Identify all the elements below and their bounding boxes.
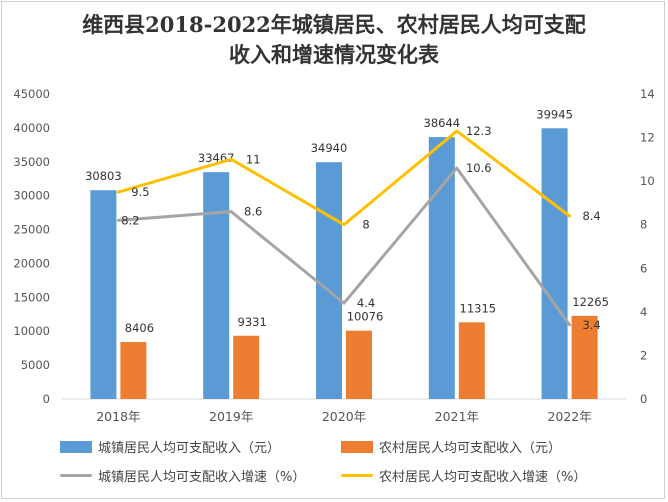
chart-title-text: 维西县2018-2022年城镇居民、农村居民人均可支配收入和增速情况变化表	[82, 12, 586, 67]
legend-swatch-urban-income	[60, 440, 92, 453]
data-label: 3.4	[582, 318, 600, 332]
left-axis-tick: 35000	[13, 155, 50, 169]
data-label: 8.6	[244, 205, 262, 219]
data-label: 11	[246, 152, 261, 166]
bar-urban-income	[541, 128, 568, 400]
data-label: 34940	[311, 141, 348, 155]
bar-rural-income	[571, 315, 598, 399]
left-axis-tick: 0	[43, 392, 50, 406]
chart-title: 维西县2018-2022年城镇居民、农村居民人均可支配收入和增速情况变化表	[0, 10, 668, 70]
bar-rural-income	[120, 342, 147, 399]
left-axis-tick: 20000	[13, 256, 50, 270]
x-axis-tick: 2021年	[435, 409, 479, 424]
legend-swatch-rural-income	[341, 440, 373, 453]
data-label: 38644	[424, 116, 461, 130]
bar-urban-income	[428, 137, 455, 399]
right-axis-tick: 10	[640, 174, 655, 188]
data-label: 8.4	[582, 209, 600, 223]
left-axis-tick: 15000	[13, 290, 50, 304]
bar-urban-income	[90, 190, 117, 399]
data-label: 11315	[460, 301, 497, 315]
legend-item-urban-growth: 城镇居民人均可支配收入增速（%）	[60, 466, 305, 485]
data-label: 10.6	[466, 161, 492, 175]
x-axis-tick: 2022年	[547, 409, 591, 424]
right-axis-tick: 14	[640, 87, 655, 101]
data-label: 12265	[572, 295, 609, 309]
legend-label: 农村居民人均可支配收入增速（%）	[379, 470, 587, 485]
line-rural-growth	[116, 129, 572, 227]
x-axis-tick: 2018年	[96, 409, 140, 424]
data-label: 8	[362, 218, 369, 232]
legend-label: 城镇居民人均可支配收入（元）	[98, 441, 281, 456]
left-axis-tick: 5000	[21, 358, 50, 372]
legend-swatch-rural-growth	[341, 474, 373, 477]
legend-item-rural-income: 农村居民人均可支配收入（元）	[341, 437, 561, 456]
bar-urban-income	[316, 162, 342, 399]
data-label: 9.5	[131, 185, 149, 199]
right-axis-tick: 8	[640, 218, 647, 232]
right-axis-tick: 6	[640, 261, 647, 275]
left-axis-tick: 30000	[13, 189, 50, 203]
bar-rural-income	[346, 330, 372, 399]
legend-item-rural-growth: 农村居民人均可支配收入增速（%）	[341, 466, 586, 485]
bar-rural-income	[233, 335, 260, 399]
left-axis-tick: 10000	[13, 324, 50, 338]
data-label: 8406	[125, 321, 154, 335]
data-label: 30803	[85, 169, 122, 183]
left-axis-tick: 40000	[13, 121, 50, 135]
right-axis-tick: 12	[640, 131, 655, 145]
line-urban-growth	[116, 166, 572, 327]
bar-rural-income	[458, 322, 485, 399]
right-axis-tick: 4	[640, 305, 647, 319]
data-label: 9331	[238, 315, 267, 329]
left-axis-tick: 45000	[13, 87, 50, 101]
legend-label: 农村居民人均可支配收入（元）	[379, 441, 562, 456]
data-label: 39945	[536, 107, 573, 121]
right-axis-tick: 0	[640, 392, 647, 406]
x-axis-tick: 2019年	[209, 409, 253, 424]
legend-item-urban-income: 城镇居民人均可支配收入（元）	[60, 437, 280, 456]
data-label: 4.4	[357, 296, 375, 310]
data-label: 8.2	[121, 213, 139, 227]
data-label: 12.3	[466, 124, 492, 138]
legend-swatch-urban-growth	[60, 474, 92, 477]
bar-urban-income	[203, 172, 230, 399]
x-axis-tick: 2020年	[322, 409, 366, 424]
right-axis-tick: 2	[640, 348, 647, 362]
data-label: 10076	[347, 310, 384, 324]
left-axis-tick: 25000	[13, 223, 50, 237]
legend-label: 城镇居民人均可支配收入增速（%）	[98, 470, 306, 485]
